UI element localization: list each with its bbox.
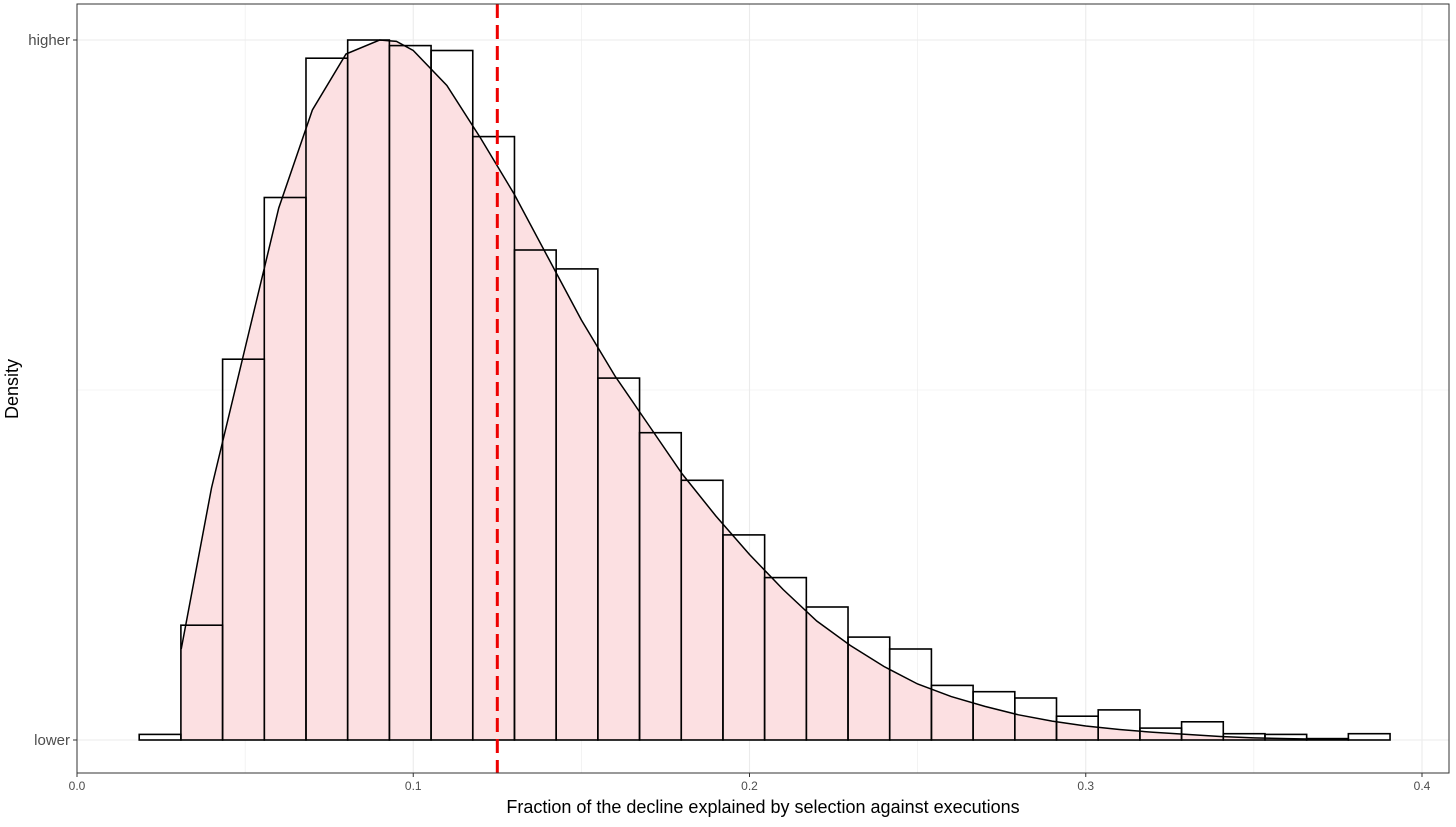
density-curve-line: [180, 39, 1349, 741]
x-tick-label: 0.3: [1077, 779, 1094, 793]
x-tick-label: 0.0: [69, 779, 86, 793]
histogram-bars: [138, 39, 1391, 741]
histogram-bar: [138, 733, 182, 741]
histogram-bar: [1347, 732, 1391, 741]
y-axis: lower higher: [28, 32, 77, 749]
x-axis-title: Fraction of the decline explained by sel…: [506, 797, 1019, 817]
y-axis-title: Density: [2, 359, 22, 419]
y-tick-label: lower: [34, 732, 70, 749]
x-axis: 0.0 0.1 0.2 0.3 0.4: [69, 773, 1431, 793]
density-curve: [180, 39, 1349, 741]
x-tick-label: 0.4: [1414, 779, 1431, 793]
y-tick-label: higher: [28, 32, 70, 49]
histogram-bar: [1264, 733, 1308, 741]
x-tick-label: 0.1: [405, 779, 422, 793]
histogram-bar: [1180, 720, 1225, 741]
histogram-bar: [1097, 709, 1141, 741]
x-tick-label: 0.2: [741, 779, 758, 793]
panel-border: [76, 3, 1450, 774]
